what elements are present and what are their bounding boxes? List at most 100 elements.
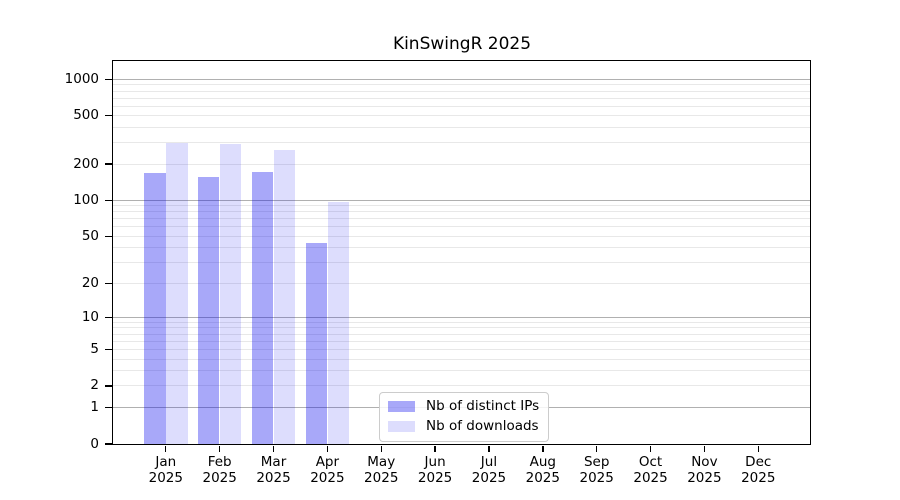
x-tick-mark bbox=[703, 445, 706, 452]
y-tick-label: 10 bbox=[81, 308, 99, 325]
x-tick-label: Apr 2025 bbox=[310, 454, 344, 487]
x-tick-label: Dec 2025 bbox=[741, 454, 775, 487]
legend-item: Nb of distinct IPs bbox=[388, 398, 539, 415]
chart-title: KinSwingR 2025 bbox=[392, 34, 532, 54]
x-tick-label: Sep 2025 bbox=[579, 454, 613, 487]
gridline-minor bbox=[113, 218, 810, 220]
x-tick-label: Jan 2025 bbox=[149, 454, 183, 487]
x-tick-month: Aug bbox=[529, 453, 556, 470]
bar-downloads bbox=[166, 142, 188, 444]
legend-swatch-distinct-ips-icon bbox=[388, 401, 415, 412]
gridline-minor bbox=[113, 90, 810, 92]
x-tick-month: Dec bbox=[745, 453, 772, 470]
y-tick-label: 1000 bbox=[64, 70, 99, 87]
legend-item: Nb of downloads bbox=[388, 418, 539, 435]
y-tick-label: 200 bbox=[73, 155, 99, 172]
x-tick-mark bbox=[649, 445, 652, 452]
x-tick-label: Nov 2025 bbox=[687, 454, 721, 487]
x-tick-month: Apr bbox=[315, 453, 340, 470]
bar-distinct-ips bbox=[305, 243, 328, 444]
x-tick-year: 2025 bbox=[633, 470, 668, 486]
x-tick-label: Aug 2025 bbox=[526, 454, 560, 487]
x-tick-year: 2025 bbox=[148, 470, 183, 486]
y-tick-label: 1 bbox=[90, 398, 99, 415]
x-tick-month: Jan bbox=[155, 453, 177, 470]
gridline-minor bbox=[113, 348, 810, 350]
x-tick-month: Oct bbox=[638, 453, 663, 470]
gridline-minor bbox=[113, 235, 810, 237]
gridline-minor bbox=[113, 205, 810, 207]
x-tick-month: Feb bbox=[207, 453, 232, 470]
y-tick-mark bbox=[104, 348, 112, 351]
y-tick-mark bbox=[104, 115, 112, 117]
gridline-minor bbox=[113, 211, 810, 213]
gridline-minor bbox=[113, 97, 810, 99]
x-tick-year: 2025 bbox=[471, 470, 507, 486]
y-tick-mark bbox=[104, 385, 112, 387]
x-tick-label: May 2025 bbox=[364, 454, 398, 487]
x-tick-mark bbox=[326, 445, 329, 452]
gridline-minor bbox=[113, 358, 810, 360]
gridline-major bbox=[113, 199, 810, 201]
y-tick-mark bbox=[104, 282, 112, 284]
bar-distinct-ips bbox=[197, 176, 220, 444]
x-tick-month: Jul bbox=[480, 453, 498, 470]
gridline-minor bbox=[113, 142, 810, 144]
x-tick-year: 2025 bbox=[579, 470, 614, 486]
legend-swatch-downloads-icon bbox=[388, 421, 415, 432]
gridline-minor bbox=[113, 163, 810, 165]
gridline-minor bbox=[113, 321, 810, 323]
y-tick-label: 5 bbox=[90, 340, 99, 357]
x-tick-mark bbox=[272, 445, 275, 452]
gridline-minor bbox=[113, 370, 810, 372]
legend-label: Nb of distinct IPs bbox=[426, 398, 540, 414]
x-tick-mark bbox=[542, 445, 544, 452]
y-tick-mark bbox=[104, 199, 112, 202]
bar-distinct-ips bbox=[251, 171, 274, 444]
x-tick-mark bbox=[165, 445, 167, 452]
y-tick-mark bbox=[104, 235, 112, 238]
x-tick-year: 2025 bbox=[525, 470, 560, 486]
x-tick-month: May bbox=[367, 453, 396, 470]
x-tick-year: 2025 bbox=[364, 470, 399, 486]
x-tick-label: Oct 2025 bbox=[633, 454, 667, 487]
x-tick-label: Jul 2025 bbox=[472, 454, 506, 487]
x-tick-mark bbox=[434, 445, 436, 452]
gridline-minor bbox=[113, 262, 810, 264]
x-tick-mark bbox=[595, 445, 598, 452]
gridline-minor bbox=[113, 226, 810, 228]
bar-distinct-ips bbox=[144, 172, 166, 444]
x-tick-month: Nov bbox=[691, 453, 718, 470]
x-tick-mark bbox=[757, 445, 759, 452]
y-tick-mark bbox=[104, 443, 112, 445]
y-tick-mark bbox=[104, 78, 112, 80]
x-tick-label: Mar 2025 bbox=[256, 454, 290, 487]
y-tick-mark bbox=[104, 316, 112, 319]
x-tick-month: Jun bbox=[424, 453, 446, 470]
y-tick-label: 0 bbox=[90, 435, 99, 452]
y-tick-label: 20 bbox=[81, 274, 99, 291]
x-tick-month: Mar bbox=[260, 453, 287, 470]
gridline-minor bbox=[113, 115, 810, 117]
x-tick-year: 2025 bbox=[741, 470, 776, 486]
x-tick-label: Jun 2025 bbox=[418, 454, 452, 487]
x-tick-year: 2025 bbox=[256, 470, 291, 486]
gridline-minor bbox=[113, 127, 810, 129]
gridline-minor bbox=[113, 105, 810, 107]
x-tick-year: 2025 bbox=[417, 470, 453, 486]
bar-downloads bbox=[273, 149, 296, 444]
legend-label: Nb of downloads bbox=[426, 418, 539, 434]
y-tick-label: 100 bbox=[73, 191, 99, 208]
y-tick-mark bbox=[104, 406, 112, 409]
x-tick-mark bbox=[380, 445, 382, 452]
gridline-minor bbox=[113, 282, 810, 284]
y-tick-label: 2 bbox=[90, 377, 99, 394]
gridline-major bbox=[113, 78, 810, 80]
x-tick-mark bbox=[488, 445, 490, 452]
gridline-minor bbox=[113, 247, 810, 249]
gridline-major bbox=[113, 316, 810, 318]
y-tick-label: 50 bbox=[81, 227, 99, 244]
gridline-minor bbox=[113, 333, 810, 335]
gridline-minor bbox=[113, 84, 810, 86]
x-tick-mark bbox=[218, 445, 221, 452]
